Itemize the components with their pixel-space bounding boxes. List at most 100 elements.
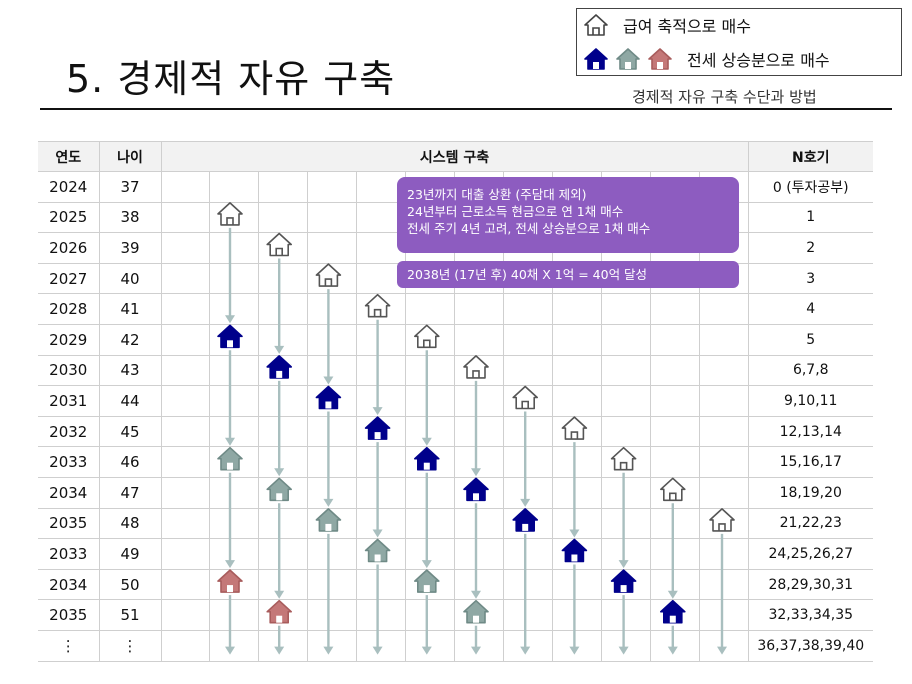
cell-system: [209, 477, 259, 509]
cell-system: [161, 416, 210, 448]
cell-year: 2035: [38, 599, 100, 631]
cell-system: [161, 324, 210, 356]
cell-year: 2024: [38, 171, 100, 203]
cell-age: 37: [99, 171, 162, 203]
cell-system: [503, 599, 553, 631]
cell-system: [650, 324, 700, 356]
cell-system: [601, 416, 651, 448]
cell-system: [209, 446, 259, 478]
cell-system: [699, 385, 749, 417]
cell-system: [552, 293, 602, 325]
cell-system: [503, 324, 553, 356]
cell-n: 32,33,34,35: [748, 599, 873, 631]
cell-system: [209, 508, 259, 540]
cell-year: 2031: [38, 385, 100, 417]
cell-system: [258, 385, 308, 417]
cell-year: 2034: [38, 569, 100, 601]
cell-system: [258, 171, 308, 203]
cell-system: [454, 508, 504, 540]
cell-system: [650, 416, 700, 448]
cell-system: [307, 477, 357, 509]
cell-system: [356, 385, 406, 417]
cell-system: [601, 599, 651, 631]
cell-system: [161, 263, 210, 295]
table-row: 2030 43 6,7,8: [38, 355, 873, 387]
cell-system: [209, 630, 259, 662]
cell-system: [307, 385, 357, 417]
cell-system: [161, 232, 210, 264]
cell-year: 2035: [38, 508, 100, 540]
cell-system: [503, 446, 553, 478]
table-row: 2028 41 4: [38, 293, 873, 325]
cell-system: [258, 293, 308, 325]
cell-system: [503, 508, 553, 540]
cell-system: [552, 446, 602, 478]
cell-system: [307, 171, 357, 203]
cell-n: 3: [748, 263, 873, 295]
cell-system: [356, 477, 406, 509]
cell-system: [454, 477, 504, 509]
cell-system: [356, 508, 406, 540]
cell-year: 2033: [38, 538, 100, 570]
cell-system: [307, 599, 357, 631]
callout-line-3: 전세 주기 4년 고려, 전세 상승분으로 1채 매수: [407, 221, 651, 236]
cell-system: [405, 293, 455, 325]
cell-age: 48: [99, 508, 162, 540]
cell-system: [161, 293, 210, 325]
cell-system: [454, 293, 504, 325]
cell-system: [209, 202, 259, 234]
cell-system: [552, 630, 602, 662]
cell-system: [209, 538, 259, 570]
cell-age: 41: [99, 293, 162, 325]
table-row: 2035 51 32,33,34,35: [38, 599, 873, 631]
cell-system: [209, 416, 259, 448]
cell-system: [454, 599, 504, 631]
cell-system: [258, 263, 308, 295]
cell-system: [503, 355, 553, 387]
cell-system: [405, 416, 455, 448]
cell-system: [356, 630, 406, 662]
cell-system: [161, 630, 210, 662]
cell-system: [161, 538, 210, 570]
cell-system: [405, 508, 455, 540]
cell-system: [601, 324, 651, 356]
cell-system: [258, 446, 308, 478]
table-row: 2032 45 12,13,14: [38, 416, 873, 448]
cell-system: [209, 263, 259, 295]
cell-system: [650, 293, 700, 325]
cell-system: [209, 171, 259, 203]
cell-system: [699, 477, 749, 509]
cell-year: 2027: [38, 263, 100, 295]
cell-system: [454, 538, 504, 570]
cell-year: 2033: [38, 446, 100, 478]
cell-n: 18,19,20: [748, 477, 873, 509]
legend-label-jeonse: 전세 상승분으로 매수: [687, 51, 830, 70]
house-blue-icon: [584, 48, 608, 70]
cell-system: [601, 446, 651, 478]
table-row: 2031 44 9,10,11: [38, 385, 873, 417]
cell-system: [258, 538, 308, 570]
cell-system: [650, 630, 700, 662]
cell-system: [258, 569, 308, 601]
legend-label-salary: 급여 축적으로 매수: [623, 17, 751, 36]
cell-system: [650, 385, 700, 417]
cell-system: [601, 508, 651, 540]
cell-system: [552, 508, 602, 540]
cell-system: [161, 355, 210, 387]
cell-n: 6,7,8: [748, 355, 873, 387]
cell-system: [258, 202, 308, 234]
cell-system: [356, 446, 406, 478]
cell-n: 1: [748, 202, 873, 234]
legend: 급여 축적으로 매수 전세 상승분으로 매수: [576, 8, 902, 76]
cell-system: [454, 385, 504, 417]
cell-system: [601, 293, 651, 325]
cell-system: [356, 569, 406, 601]
cell-system: [699, 538, 749, 570]
cell-n: 12,13,14: [748, 416, 873, 448]
cell-year: 2025: [38, 202, 100, 234]
callout-line-2: 24년부터 근로소득 현금으로 연 1채 매수: [407, 204, 624, 219]
slide-subtitle: 경제적 자유 구축 수단과 방법: [632, 88, 817, 106]
cell-system: [650, 538, 700, 570]
cell-n: 36,37,38,39,40: [748, 630, 873, 662]
cell-system: [307, 202, 357, 234]
